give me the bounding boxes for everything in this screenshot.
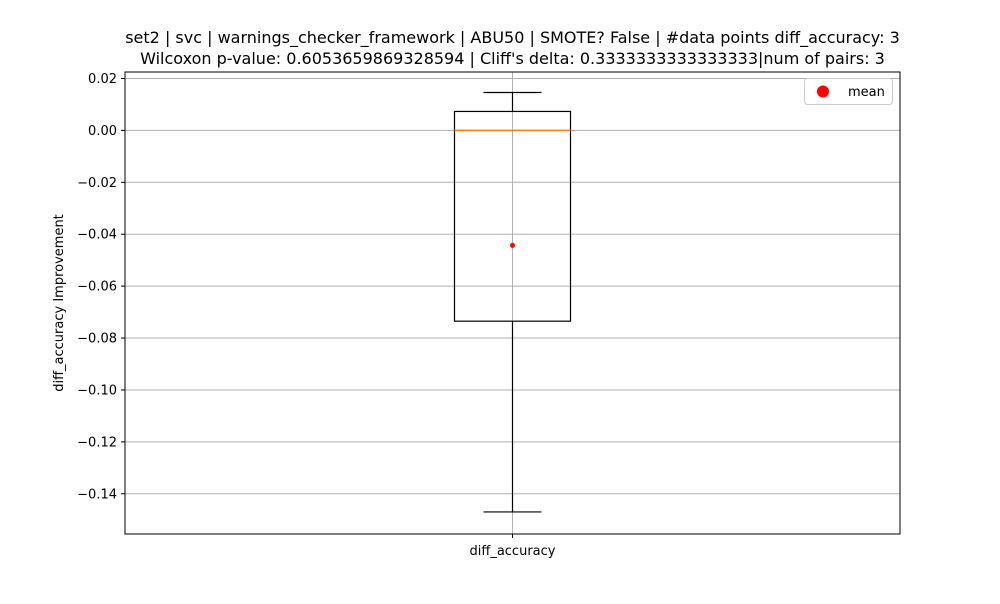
y-tick-label: −0.12 [77, 435, 117, 450]
legend-mean-marker [817, 85, 829, 98]
chart-title-line2: Wilcoxon p-value: 0.6053659869328594 | C… [140, 49, 885, 68]
chart-title-line1: set2 | svc | warnings_checker_framework … [125, 28, 900, 48]
iqr-box [453, 110, 572, 322]
y-tick-label: 0.00 [88, 124, 117, 139]
y-tick-label: −0.06 [77, 280, 117, 295]
y-tick-label: −0.04 [77, 228, 117, 243]
y-axis-label: diff_accuracy Improvement [52, 214, 67, 392]
y-tick-label: −0.02 [77, 176, 117, 191]
y-tick-label: −0.14 [77, 487, 117, 502]
mean-point [510, 242, 515, 248]
plot-layer [453, 91, 572, 513]
axis-layer: 0.02 0.00 −0.02 −0.04 −0.06 −0.08 −0.10 −0.12 −0… [77, 72, 556, 559]
legend-mean-label: mean [848, 85, 885, 100]
y-tick-label: −0.10 [77, 383, 117, 398]
legend: mean [804, 78, 893, 105]
x-tick-label: diff_accuracy [470, 544, 556, 559]
y-tick-label: −0.08 [77, 332, 117, 347]
y-tick-label: 0.02 [88, 72, 117, 87]
legend-frame [804, 78, 893, 105]
